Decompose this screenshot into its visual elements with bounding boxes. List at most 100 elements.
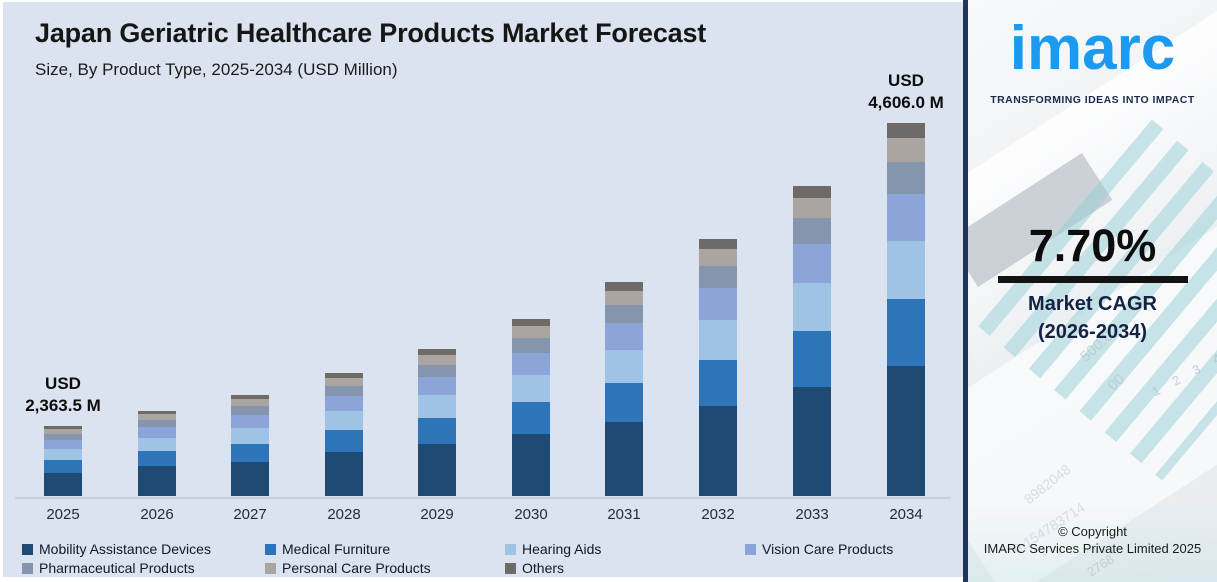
bar-segment-medical-furniture xyxy=(44,460,82,473)
x-axis-label-2034: 2034 xyxy=(889,506,923,523)
bar-segment-hearing-aids xyxy=(325,411,363,430)
bar-segment-mobility-assistance-devices xyxy=(793,387,831,496)
cagr-value: 7.70% xyxy=(1028,220,1157,271)
x-axis-line xyxy=(15,497,951,499)
bar-segment-personal-care-products xyxy=(699,249,737,266)
bar-segment-medical-furniture xyxy=(138,451,176,466)
legend-item-vision-care-products: Vision Care Products xyxy=(745,540,893,558)
bar-chart: 2025 2026 2027 2028 2029 2030 2031 2032 2033 2034… xyxy=(3,2,963,577)
bar-segment-medical-furniture xyxy=(325,430,363,452)
legend-label: Mobility Assistance Devices xyxy=(39,541,211,557)
bar-segment-others xyxy=(887,123,925,138)
bar-segment-vision-care-products xyxy=(793,244,831,283)
legend-swatch-mobility-assistance-devices xyxy=(22,543,33,555)
bar-segment-personal-care-products xyxy=(512,326,550,338)
bar-segment-others xyxy=(512,319,550,326)
bar-segment-others xyxy=(138,411,176,414)
bar-segment-personal-care-products xyxy=(44,429,82,434)
bar-segment-vision-care-products xyxy=(231,415,269,428)
bar-segment-pharmaceutical-products xyxy=(325,386,363,396)
legend-item-hearing-aids: Hearing Aids xyxy=(505,540,601,558)
legend-swatch-pharmaceutical-products xyxy=(22,562,33,574)
bar-2032 xyxy=(699,239,737,496)
x-axis-label-2025: 2025 xyxy=(46,506,80,523)
bar-segment-pharmaceutical-products xyxy=(512,338,550,353)
bar-segment-pharmaceutical-products xyxy=(231,406,269,415)
bar-segment-mobility-assistance-devices xyxy=(44,473,82,496)
data-label-2025: USD 2,363.5 M xyxy=(3,373,123,417)
bar-segment-personal-care-products xyxy=(138,414,176,420)
x-axis-label-2032: 2032 xyxy=(701,506,735,523)
x-axis-label-2028: 2028 xyxy=(327,506,361,523)
bar-segment-vision-care-products xyxy=(44,440,82,449)
page-subtitle: Size, By Product Type, 2025-2034 (USD Mi… xyxy=(35,60,398,79)
legend-swatch-hearing-aids xyxy=(505,543,516,555)
bar-segment-mobility-assistance-devices xyxy=(231,462,269,496)
legend-label: Medical Furniture xyxy=(282,541,391,557)
bar-segment-pharmaceutical-products xyxy=(418,365,456,377)
cagr-caption-years: (2026-2034) xyxy=(1038,321,1147,343)
bar-segment-mobility-assistance-devices xyxy=(699,406,737,496)
legend-swatch-medical-furniture xyxy=(265,543,276,555)
legend-item-mobility-assistance-devices: Mobility Assistance Devices xyxy=(22,540,211,558)
bar-segment-vision-care-products xyxy=(605,323,643,350)
legend-label: Others xyxy=(522,560,565,576)
bar-segment-mobility-assistance-devices xyxy=(138,466,176,496)
legend-item-personal-care-products: Personal Care Products xyxy=(265,559,431,577)
bar-2031 xyxy=(605,282,643,496)
x-axis-label-2030: 2030 xyxy=(514,506,548,523)
bar-segment-medical-furniture xyxy=(418,418,456,444)
bar-segment-hearing-aids xyxy=(605,350,643,383)
bar-segment-hearing-aids xyxy=(512,375,550,402)
copyright-company: IMARC Services Private Limited 2025 xyxy=(983,541,1202,556)
bar-segment-pharmaceutical-products xyxy=(138,420,176,427)
bar-segment-pharmaceutical-products xyxy=(887,162,925,194)
imarc-tagline: TRANSFORMING IDEAS INTO IMPACT xyxy=(990,94,1195,106)
bar-2029 xyxy=(418,349,456,496)
bar-segment-others xyxy=(231,395,269,399)
legend: Mobility Assistance Devices Medical Furni… xyxy=(3,2,963,577)
bar-segment-personal-care-products xyxy=(231,399,269,406)
bar-segment-others xyxy=(418,349,456,355)
bar-segment-personal-care-products xyxy=(793,198,831,218)
bar-segment-hearing-aids xyxy=(887,241,925,299)
bar-segment-mobility-assistance-devices xyxy=(605,422,643,496)
bar-segment-pharmaceutical-products xyxy=(793,218,831,244)
bar-segment-hearing-aids xyxy=(793,283,831,331)
legend-item-pharmaceutical-products: Pharmaceutical Products xyxy=(22,559,195,577)
bar-segment-personal-care-products xyxy=(325,378,363,386)
cagr-underline xyxy=(997,276,1188,283)
panel-divider xyxy=(963,0,968,582)
data-label-amount: 2,363.5 M xyxy=(25,396,101,415)
bar-segment-mobility-assistance-devices xyxy=(887,366,925,496)
legend-swatch-personal-care-products xyxy=(265,562,276,574)
chart-panel: Japan Geriatric Healthcare Products Mark… xyxy=(3,2,963,577)
legend-item-others: Others xyxy=(505,559,564,577)
cagr-caption: Market CAGR xyxy=(1028,293,1157,315)
bar-segment-others xyxy=(605,282,643,291)
bar-segment-pharmaceutical-products xyxy=(699,266,737,288)
legend-label: Personal Care Products xyxy=(282,560,431,576)
bar-segment-personal-care-products xyxy=(418,355,456,365)
data-label-currency: USD xyxy=(888,71,924,90)
bar-segment-vision-care-products xyxy=(699,288,737,320)
bar-segment-others xyxy=(793,186,831,198)
bar-2033 xyxy=(793,186,831,496)
bar-segment-hearing-aids xyxy=(231,428,269,444)
bar-segment-medical-furniture xyxy=(887,299,925,366)
data-label-amount: 4,606.0 M xyxy=(868,93,944,112)
x-axis-label-2033: 2033 xyxy=(795,506,829,523)
background-tint-decoration xyxy=(968,502,1217,582)
bar-segment-vision-care-products xyxy=(887,194,925,241)
data-label-2034: USD 4,606.0 M xyxy=(846,70,963,114)
bar-segment-hearing-aids xyxy=(699,320,737,360)
bar-segment-others xyxy=(325,373,363,378)
x-axis-label-2029: 2029 xyxy=(420,506,454,523)
legend-item-medical-furniture: Medical Furniture xyxy=(265,540,390,558)
bar-segment-personal-care-products xyxy=(887,138,925,162)
legend-label: Pharmaceutical Products xyxy=(39,560,195,576)
bar-segment-medical-furniture xyxy=(699,360,737,406)
bar-segment-medical-furniture xyxy=(605,383,643,422)
x-axis-label-2031: 2031 xyxy=(607,506,641,523)
x-axis-label-2026: 2026 xyxy=(140,506,174,523)
